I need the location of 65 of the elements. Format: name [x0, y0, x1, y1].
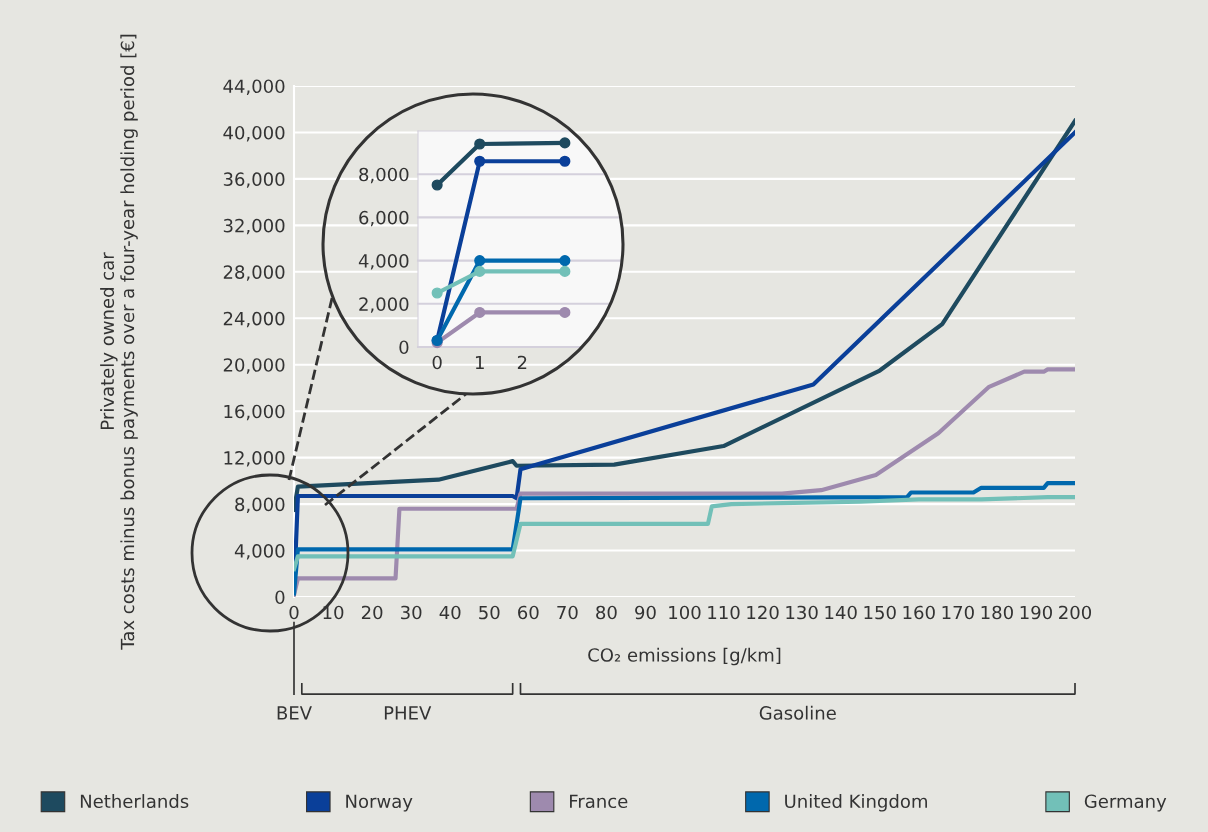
x-tick-label: 10 [323, 605, 344, 620]
y-tick-label: 8,000 [359, 167, 409, 184]
point [474, 306, 486, 318]
x-tick-label: 50 [479, 605, 500, 620]
x-tick-label: 130 [786, 605, 818, 620]
y-tick-label: 4,000 [358, 254, 409, 270]
legend-label: Netherlands [80, 794, 189, 809]
point [559, 306, 571, 318]
line-series [294, 118, 1075, 512]
point [474, 255, 486, 267]
point [559, 265, 571, 277]
x-tick-label: 170 [942, 605, 974, 620]
x-tick-label: 20 [361, 605, 383, 620]
y-tick-label: 2,000 [359, 297, 409, 313]
legend-label: United Kingdom [785, 794, 927, 812]
y-tick-label: 44,000 [223, 79, 285, 95]
y-tick-label: 36,000 [223, 172, 285, 188]
y-tick-label: 40,000 [223, 125, 285, 142]
x-tick-label: 0 [289, 605, 299, 620]
text: BEV [277, 706, 312, 720]
y-tick-label: 6,000 [359, 210, 409, 227]
y-axis-title: Privately owned car Tax costs minus bonus payments over a four-year holding period [€] [100, 34, 138, 650]
x-tick-label: 30 [401, 605, 422, 620]
x-axis-title: CO₂ emissions [g/km] [588, 647, 781, 666]
y-tick-label: 16,000 [224, 404, 285, 421]
x-tick-label: 180 [981, 605, 1013, 620]
y-tick-label: 12,000 [224, 451, 285, 467]
point [431, 179, 443, 191]
y-tick-label: 4,000 [234, 544, 285, 560]
point [559, 155, 571, 167]
y-tick-label: 0 [399, 340, 409, 355]
y-tick-label: 8,000 [235, 497, 285, 514]
x-tick-label: 90 [635, 605, 656, 620]
line-series [294, 495, 1075, 572]
point [474, 155, 486, 167]
x-tick-label: 200 [1059, 605, 1092, 620]
y-tick-label: 20,000 [223, 358, 285, 374]
legend-label: Norway [346, 794, 413, 812]
x-tick-label: 100 [669, 605, 701, 620]
y-tick-label: 0 [275, 590, 285, 605]
x-tick-label: 70 [557, 605, 578, 620]
y-tick-label: 32,000 [223, 218, 285, 235]
x-tick-label: 160 [903, 605, 935, 620]
x-tick-label: 0 [432, 355, 442, 370]
x-tick-label: 1 [475, 355, 484, 370]
x-tick-label: 150 [864, 605, 896, 620]
x-tick-label: 110 [708, 605, 740, 620]
x-tick-label: 40 [439, 605, 461, 620]
x-tick-label: 2 [517, 355, 527, 370]
point [559, 137, 571, 149]
x-tick-label: 80 [596, 605, 617, 620]
text: Gasoline [759, 705, 836, 720]
point [474, 138, 486, 150]
text: PHEV [384, 706, 432, 720]
legend-label: France [570, 794, 628, 809]
x-tick-label: 140 [825, 605, 857, 620]
y-tick-label: 28,000 [223, 265, 285, 281]
x-tick-label: 190 [1020, 605, 1052, 620]
y-tick-label: 24,000 [223, 311, 285, 328]
point [559, 255, 571, 267]
legend-label: Germany [1084, 794, 1167, 812]
x-tick-label: 120 [747, 605, 779, 620]
x-tick-label: 60 [518, 605, 539, 620]
point [474, 265, 486, 277]
point [431, 287, 443, 299]
